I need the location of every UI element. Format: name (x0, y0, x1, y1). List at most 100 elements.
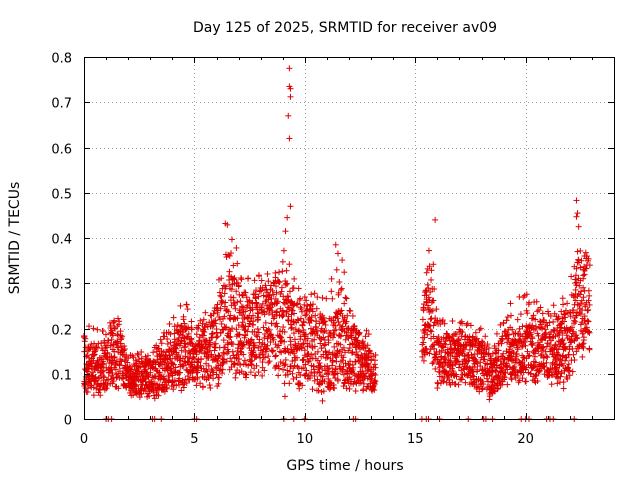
data-point (307, 316, 314, 323)
data-point (218, 370, 225, 377)
data-point (372, 371, 379, 378)
data-point (561, 310, 568, 317)
data-point (255, 369, 262, 376)
data-point (484, 341, 491, 348)
data-point (514, 316, 521, 323)
data-point (582, 327, 589, 334)
data-point (101, 374, 108, 381)
data-point (246, 298, 253, 305)
data-point (266, 358, 273, 365)
data-point (472, 329, 479, 336)
data-point (543, 353, 550, 360)
data-point (585, 297, 592, 304)
data-point (570, 328, 577, 335)
data-point (537, 304, 544, 311)
data-point (490, 387, 497, 394)
data-point (269, 287, 276, 294)
y-axis-ticks: 0 0.1 0.2 0.3 0.4 0.5 0.6 0.7 0.8 (51, 52, 614, 429)
data-point (555, 313, 562, 320)
data-point (249, 321, 256, 328)
data-point (256, 336, 263, 343)
data-point (226, 334, 233, 341)
data-point (256, 288, 263, 295)
data-point (236, 331, 243, 338)
data-point (356, 329, 363, 336)
data-point (254, 325, 261, 332)
data-point (345, 335, 352, 342)
y-tick-label: 0.5 (51, 188, 72, 203)
data-point (464, 358, 471, 365)
data-point (227, 333, 234, 340)
data-point (311, 336, 318, 343)
data-point (539, 310, 546, 317)
data-point (339, 366, 346, 373)
data-point (248, 336, 255, 343)
data-point (566, 346, 573, 353)
data-point (521, 339, 528, 346)
data-point (266, 292, 273, 299)
data-point (326, 349, 333, 356)
data-point (200, 365, 207, 372)
data-point (564, 364, 571, 371)
data-point (535, 369, 542, 376)
data-point (188, 324, 195, 331)
data-point (162, 379, 169, 386)
data-point (442, 353, 449, 360)
data-point (115, 315, 122, 322)
data-point (571, 317, 578, 324)
data-point (198, 355, 205, 362)
data-point (585, 287, 592, 294)
data-point (319, 397, 326, 404)
data-point (524, 310, 531, 317)
data-point (372, 364, 379, 371)
data-point (566, 372, 573, 379)
data-point (158, 340, 165, 347)
data-point (565, 368, 572, 375)
data-point (519, 323, 526, 330)
data-point (540, 363, 547, 370)
data-point (430, 333, 437, 340)
data-point (235, 283, 242, 290)
data-point (542, 329, 549, 336)
data-point (574, 248, 581, 255)
data-point (315, 387, 322, 394)
data-point (459, 329, 466, 336)
data-point (199, 320, 206, 327)
data-point (282, 356, 289, 363)
data-point (167, 356, 174, 363)
y-tick-label: 0.4 (51, 233, 72, 248)
data-point (559, 295, 566, 302)
data-point (125, 377, 132, 384)
data-point (108, 336, 115, 343)
data-point (174, 321, 181, 328)
data-point (363, 327, 370, 334)
data-point (519, 375, 526, 382)
data-point (447, 341, 454, 348)
data-point (255, 329, 262, 336)
data-point (577, 291, 584, 298)
data-point (209, 330, 216, 337)
data-point (533, 298, 540, 305)
data-point (320, 388, 327, 395)
data-point (214, 301, 221, 308)
data-point (321, 342, 328, 349)
data-point (558, 370, 565, 377)
data-point (544, 354, 551, 361)
data-point (239, 343, 246, 350)
data-point (93, 344, 100, 351)
data-point (202, 309, 209, 316)
data-point (191, 355, 198, 362)
data-point (336, 278, 343, 285)
data-point (504, 314, 511, 321)
data-point (427, 316, 434, 323)
data-point (253, 300, 260, 307)
data-point (170, 314, 177, 321)
data-point (425, 321, 432, 328)
data-point (455, 364, 462, 371)
data-point (333, 354, 340, 361)
data-point (185, 324, 192, 331)
data-point (341, 300, 348, 307)
data-point (430, 261, 437, 268)
data-point (265, 310, 272, 317)
data-point (517, 332, 524, 339)
